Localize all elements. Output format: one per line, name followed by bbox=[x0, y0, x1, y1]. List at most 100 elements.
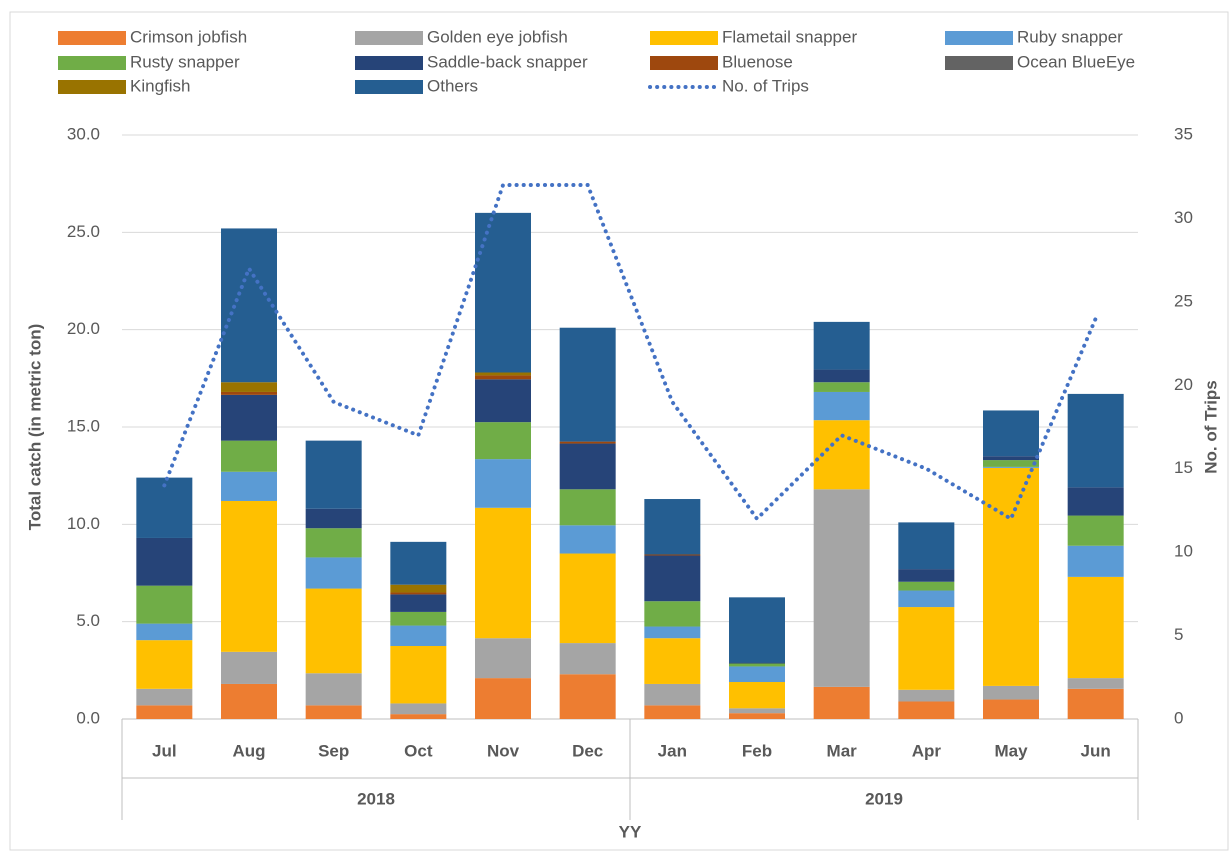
legend-swatch bbox=[650, 56, 718, 70]
y2-tick-label: 20 bbox=[1174, 375, 1193, 394]
legend-swatch bbox=[945, 56, 1013, 70]
group-label: 2018 bbox=[357, 789, 395, 808]
bar-segment bbox=[644, 705, 701, 719]
bar-segment bbox=[729, 682, 785, 709]
bar-segment bbox=[983, 456, 1039, 461]
legend-swatch bbox=[355, 56, 423, 70]
bar-segment bbox=[475, 638, 531, 679]
y2-tick-label: 30 bbox=[1174, 208, 1193, 227]
x-tick-label: Oct bbox=[404, 741, 433, 760]
bar-segment bbox=[644, 626, 701, 639]
y-tick-label: 30.0 bbox=[67, 124, 100, 143]
bar-segment bbox=[813, 369, 870, 383]
bar-segment bbox=[136, 585, 193, 624]
bar-segment bbox=[644, 601, 701, 627]
y-tick-label: 5.0 bbox=[76, 611, 100, 630]
bar-segment bbox=[898, 701, 955, 719]
y-tick-label: 0.0 bbox=[76, 708, 100, 727]
bar-segment bbox=[559, 489, 616, 526]
bar-segment bbox=[983, 466, 1039, 468]
bar-segment bbox=[475, 372, 531, 376]
bar-segment bbox=[644, 683, 701, 706]
bar-segment bbox=[1067, 576, 1124, 679]
bar-segment bbox=[644, 638, 701, 684]
legend-label: No. of Trips bbox=[722, 76, 809, 95]
group-label: 2019 bbox=[865, 789, 903, 808]
bar-segment bbox=[559, 525, 616, 554]
legend-label: Flametail snapper bbox=[722, 27, 857, 46]
legend-swatch bbox=[650, 31, 718, 45]
bar-segment bbox=[898, 569, 955, 582]
bar-segment bbox=[475, 678, 531, 719]
bar-segment bbox=[644, 555, 701, 602]
bar-segment bbox=[305, 673, 362, 706]
bar-segment bbox=[898, 581, 955, 591]
x-tick-label: Mar bbox=[827, 741, 858, 760]
x-tick-label: Jun bbox=[1081, 741, 1111, 760]
bar-segment bbox=[136, 640, 193, 689]
bar-segment bbox=[390, 703, 447, 715]
bar-segment bbox=[221, 228, 277, 383]
bar-segment bbox=[221, 391, 277, 395]
bar-segment bbox=[475, 379, 531, 423]
bar-segment bbox=[221, 651, 277, 684]
y2-tick-label: 25 bbox=[1174, 291, 1193, 310]
bar-segment bbox=[729, 666, 785, 683]
legend-label: Saddle-back snapper bbox=[427, 52, 588, 71]
bar-segment bbox=[559, 643, 616, 675]
bar-segment bbox=[898, 689, 955, 702]
bar-segment bbox=[983, 467, 1039, 686]
x-tick-label: Jan bbox=[658, 741, 687, 760]
legend-swatch bbox=[355, 80, 423, 94]
bar-segment bbox=[1067, 678, 1124, 689]
bar-segment bbox=[305, 705, 362, 719]
y2-tick-label: 35 bbox=[1174, 124, 1193, 143]
legend-label: Rusty snapper bbox=[130, 52, 240, 71]
bar-segment bbox=[983, 699, 1039, 719]
bar-segment bbox=[136, 688, 193, 706]
bar-segment bbox=[1067, 545, 1124, 577]
trips-line bbox=[162, 183, 1098, 522]
bar-segment bbox=[305, 440, 362, 509]
bar-segment bbox=[813, 489, 870, 687]
bar-segment bbox=[390, 611, 447, 626]
legend-label: Bluenose bbox=[722, 52, 793, 71]
x-tick-label: Apr bbox=[912, 741, 942, 760]
x-tick-label: Jul bbox=[152, 741, 177, 760]
bar-segment bbox=[813, 321, 870, 370]
bar-segment bbox=[136, 477, 193, 538]
bar-segment bbox=[898, 590, 955, 608]
bar-segment bbox=[221, 500, 277, 652]
y2-axis-label: No. of Trips bbox=[1201, 380, 1220, 474]
bar-segment bbox=[475, 422, 531, 460]
bar-segment bbox=[305, 557, 362, 589]
bar-segment bbox=[221, 394, 277, 441]
bar-segment bbox=[390, 594, 447, 612]
y-axis-label: Total catch (in metric ton) bbox=[25, 324, 44, 531]
bar-segment bbox=[559, 443, 616, 490]
x-tick-label: Feb bbox=[742, 741, 772, 760]
bar-segment bbox=[729, 713, 785, 719]
bar-segment bbox=[390, 584, 447, 593]
x-tick-label: Nov bbox=[487, 741, 520, 760]
bar-segment bbox=[475, 375, 531, 380]
y2-tick-label: 5 bbox=[1174, 625, 1183, 644]
legend-label: Ocean BlueEye bbox=[1017, 52, 1135, 71]
bar-segment bbox=[729, 663, 785, 667]
bar-segment bbox=[1067, 688, 1124, 719]
legend-swatch bbox=[58, 80, 126, 94]
bar-segment bbox=[559, 441, 616, 444]
legend-swatch bbox=[355, 31, 423, 45]
x-tick-label: May bbox=[994, 741, 1028, 760]
y-tick-label: 15.0 bbox=[67, 416, 100, 435]
bar-segment bbox=[305, 528, 362, 558]
bar-segment bbox=[390, 592, 447, 595]
x-tick-label: Aug bbox=[232, 741, 265, 760]
y-tick-label: 20.0 bbox=[67, 319, 100, 338]
bar-segment bbox=[898, 522, 955, 570]
bar-segment bbox=[136, 537, 193, 586]
y2-tick-label: 15 bbox=[1174, 458, 1193, 477]
y2-tick-label: 10 bbox=[1174, 542, 1193, 561]
bar-segment bbox=[390, 714, 447, 719]
legend-swatch bbox=[58, 56, 126, 70]
